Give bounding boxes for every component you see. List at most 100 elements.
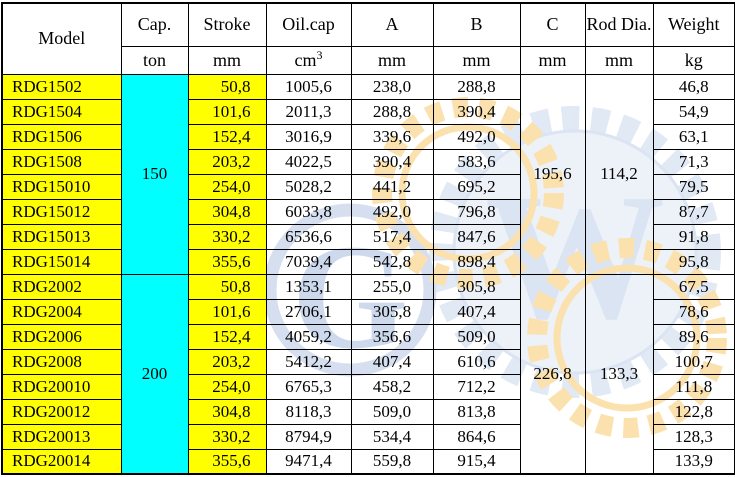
weight-cell: 89,6	[652, 323, 735, 350]
a-cell: 517,4	[350, 223, 434, 250]
c-cell: 226,8	[519, 273, 586, 475]
a-cell: 441,2	[350, 173, 434, 200]
oil-cap-cell: 6765,3	[265, 373, 352, 400]
weight-cell: 71,3	[652, 148, 735, 175]
col-header-oil-cap: Oil.cap	[265, 2, 352, 47]
header-row: Model Cap. Stroke Oil.cap A B C Rod Dia.…	[1, 2, 735, 75]
oil-cap-cell: 2011,3	[265, 98, 352, 125]
units-row: ton mm cm3 mm mm mm mm kg	[2, 45, 735, 75]
b-cell: 847,6	[432, 223, 521, 250]
unit-oil-cap: cm3	[265, 45, 352, 75]
stroke-cell: 50,8	[187, 273, 267, 300]
a-cell: 339,6	[350, 123, 434, 150]
stroke-cell: 203,2	[187, 348, 267, 375]
oil-cap-cell: 4059,2	[265, 323, 352, 350]
weight-cell: 63,1	[652, 123, 735, 150]
c-cell: 195,6	[519, 73, 586, 275]
model-cell: RDG1504	[1, 98, 122, 125]
b-cell: 898,4	[432, 248, 521, 275]
a-cell: 390,4	[350, 148, 434, 175]
a-cell: 288,8	[350, 98, 434, 125]
stroke-cell: 254,0	[187, 373, 267, 400]
model-cell: RDG15010	[1, 173, 122, 200]
table-row: RDG2002 200 50,8 1353,1 255,0 305,8 226,…	[1, 273, 735, 475]
b-cell: 813,8	[432, 398, 521, 425]
b-cell: 712,2	[432, 373, 521, 400]
model-cell: RDG2006	[1, 323, 122, 350]
model-cell: RDG15013	[1, 223, 122, 250]
weight-cell: 133,9	[652, 448, 735, 475]
table-row: RDG1502 150 50,8 1005,6 238,0 288,8 195,…	[1, 73, 735, 275]
a-cell: 492,0	[350, 198, 434, 225]
a-cell: 559,8	[350, 448, 434, 475]
oil-cap-cell: 1005,6	[265, 73, 352, 100]
weight-cell: 67,5	[652, 273, 735, 300]
model-cell: RDG20014	[1, 448, 122, 475]
capacity-cell: 200	[120, 273, 189, 475]
stroke-cell: 330,2	[187, 223, 267, 250]
b-cell: 796,8	[432, 198, 521, 225]
weight-cell: 100,7	[652, 348, 735, 375]
a-cell: 356,6	[350, 323, 434, 350]
oil-cap-cell: 8794,9	[265, 423, 352, 450]
col-header-c: C	[519, 2, 586, 47]
table-row: RDG2004 101,6 2706,1 305,8 407,4 78,6	[1, 298, 735, 325]
oil-cap-cell: 6536,6	[265, 223, 352, 250]
b-cell: 583,6	[432, 148, 521, 175]
unit-b: mm	[432, 45, 521, 75]
col-header-stroke: Stroke	[187, 2, 267, 47]
model-cell: RDG1508	[1, 148, 122, 175]
a-cell: 542,8	[350, 248, 434, 275]
weight-cell: 54,9	[652, 98, 735, 125]
model-cell: RDG20010	[1, 373, 122, 400]
table-row: RDG20013 330,2 8794,9 534,4 864,6 128,3	[1, 423, 735, 450]
stroke-cell: 304,8	[187, 398, 267, 425]
oil-cap-cell: 1353,1	[265, 273, 352, 300]
unit-rod-dia: mm	[584, 45, 654, 75]
weight-cell: 79,5	[652, 173, 735, 200]
b-cell: 492,0	[432, 123, 521, 150]
b-cell: 390,4	[432, 98, 521, 125]
oil-cap-cell: 7039,4	[265, 248, 352, 275]
weight-cell: 111,8	[652, 373, 735, 400]
a-cell: 458,2	[350, 373, 434, 400]
model-cell: RDG2004	[1, 298, 122, 325]
oil-cap-cell: 2706,1	[265, 298, 352, 325]
col-header-capacity: Cap.	[120, 2, 189, 47]
weight-cell: 91,8	[652, 223, 735, 250]
capacity-cell: 150	[120, 73, 189, 275]
oil-cap-cell: 8118,3	[265, 398, 352, 425]
stroke-cell: 101,6	[187, 298, 267, 325]
model-cell: RDG20013	[1, 423, 122, 450]
oil-cap-cell: 3016,9	[265, 123, 352, 150]
a-cell: 238,0	[350, 73, 434, 100]
table-row: RDG15014 355,6 7039,4 542,8 898,4 95,8	[1, 248, 735, 275]
table-row: RDG1508 203,2 4022,5 390,4 583,6 71,3	[1, 148, 735, 175]
b-cell: 305,8	[432, 273, 521, 300]
weight-cell: 87,7	[652, 198, 735, 225]
model-cell: RDG2002	[1, 273, 122, 300]
model-cell: RDG2008	[1, 348, 122, 375]
weight-cell: 122,8	[652, 398, 735, 425]
model-cell: RDG1502	[1, 73, 122, 100]
weight-cell: 46,8	[652, 73, 735, 100]
a-cell: 407,4	[350, 348, 434, 375]
oil-cap-cell: 4022,5	[265, 148, 352, 175]
weight-cell: 95,8	[652, 248, 735, 275]
table-row: RDG20014 355,6 9471,4 559,8 915,4 133,9	[1, 448, 735, 475]
weight-cell: 128,3	[652, 423, 735, 450]
oil-cap-cell: 5028,2	[265, 173, 352, 200]
model-cell: RDG20012	[1, 398, 122, 425]
table-row: RDG15010 254,0 5028,2 441,2 695,2 79,5	[1, 173, 735, 200]
b-cell: 407,4	[432, 298, 521, 325]
oil-cap-cell: 6033,8	[265, 198, 352, 225]
stroke-cell: 50,8	[187, 73, 267, 100]
b-cell: 610,6	[432, 348, 521, 375]
rod-dia-cell: 133,3	[584, 273, 654, 475]
rod-dia-cell: 114,2	[584, 73, 654, 275]
col-header-model: Model	[1, 2, 122, 75]
b-cell: 288,8	[432, 73, 521, 100]
col-header-a: A	[350, 2, 434, 47]
model-cell: RDG15012	[1, 198, 122, 225]
